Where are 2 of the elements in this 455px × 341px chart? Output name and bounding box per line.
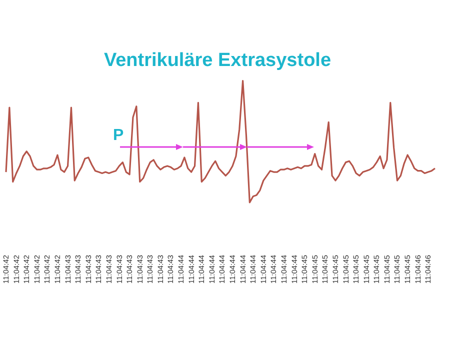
- chart-title: Ventrikuläre Extrasystole: [102, 50, 332, 72]
- annotation: P: [113, 127, 124, 145]
